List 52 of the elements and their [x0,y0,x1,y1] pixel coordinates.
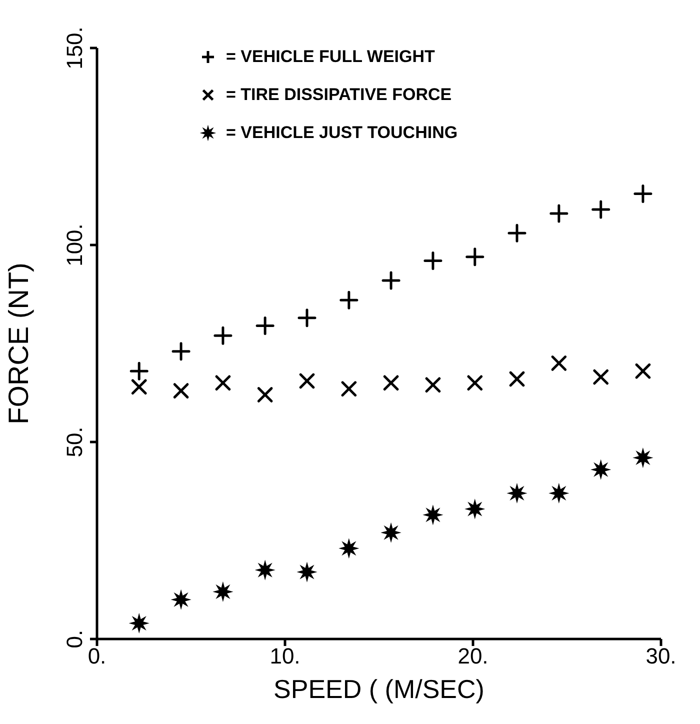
legend-label: = VEHICLE FULL WEIGHT [226,46,435,68]
point [130,362,148,380]
point [257,387,273,402]
x-tick-label: 0. [88,644,106,669]
point [173,383,189,398]
point [298,563,316,581]
point [425,377,441,393]
point [634,184,652,204]
point [172,590,190,608]
y-axis-title: FORCE (NT) [2,262,34,424]
point [214,582,232,601]
point [340,290,358,310]
point [172,342,190,361]
point [214,326,232,345]
legend-label: = VEHICLE JUST TOUCHING [226,122,458,144]
point [635,363,651,379]
point [592,460,610,478]
point [508,224,526,242]
point [592,200,610,219]
x-tick-label: 30. [646,644,676,669]
point [298,308,316,328]
point [466,248,484,266]
point [340,539,358,558]
point [383,375,399,391]
point [550,204,568,223]
point [256,316,274,336]
point [466,500,484,518]
point [382,524,400,542]
point [424,252,442,270]
legend-label: = TIRE DISSIPATIVE FORCE [226,84,452,106]
x-axis-title: SPEED ( (M/SEC) [274,674,484,704]
y-tick-label: 0. [62,630,87,648]
point [341,381,357,396]
point [551,356,567,371]
point [508,484,526,502]
point [634,448,652,467]
y-tick-label: 50. [62,426,87,458]
x-tick-label: 20. [458,644,488,669]
point [299,373,315,389]
point [593,369,608,385]
point [467,375,483,391]
point [131,379,147,394]
x-tick-label: 10. [270,644,300,669]
point [130,614,148,632]
point [215,375,231,391]
point [382,271,400,290]
point [550,484,568,502]
point [424,506,442,524]
point [256,561,274,579]
y-tick-label: 100. [62,224,87,266]
point [509,371,525,387]
y-tick-label: 150. [62,26,87,70]
